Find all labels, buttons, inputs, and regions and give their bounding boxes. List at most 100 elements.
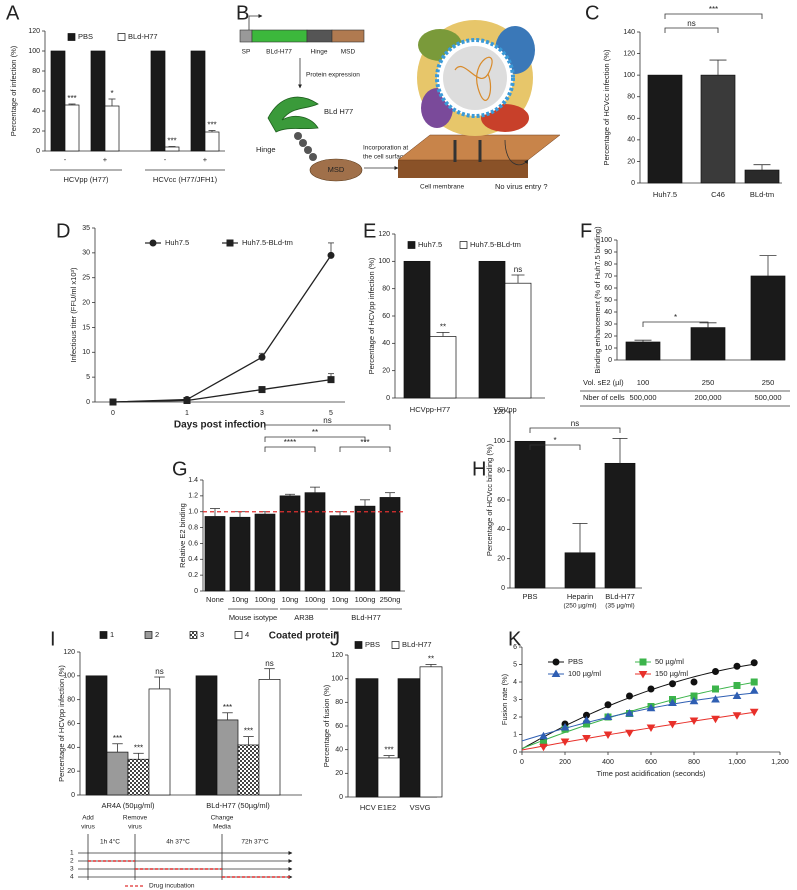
data-point (560, 738, 570, 746)
y-axis-label: Percentage of HCVpp infection (%) (367, 257, 376, 374)
bar (106, 751, 129, 796)
table-cell: 250 (702, 378, 715, 387)
step-label: Protein expression (306, 72, 360, 79)
legend-label: Huh7.5-BLd-tm (242, 238, 293, 247)
y-tick-label: 100 (378, 258, 390, 265)
y-tick-label: 40 (627, 137, 635, 144)
y-tick-label: 60 (497, 497, 505, 504)
table-row-label: Vol. sE2 (µl) (583, 378, 624, 387)
protocol-step: virus (81, 824, 95, 831)
promoter-arrow (248, 14, 263, 30)
step-label: the cell surface (363, 154, 407, 161)
significance-label: *** (207, 121, 216, 130)
y-tick-label: 20 (627, 158, 635, 165)
panel-letter: G (172, 458, 188, 480)
construct-label: SP (242, 49, 251, 56)
y-tick-label: 0 (513, 749, 517, 756)
y-tick-label: 30 (604, 321, 612, 328)
y-tick-label: 0 (631, 180, 635, 187)
x-tick-label: 1,200 (771, 759, 789, 766)
legend-label: PBS (365, 640, 380, 649)
bar (690, 327, 726, 361)
data-point (690, 678, 698, 686)
x-tick-label: 3 (260, 410, 264, 417)
y-tick-label: 100 (28, 48, 40, 55)
bar (744, 169, 780, 184)
significance-label: ns (265, 659, 273, 668)
legend-swatch (407, 241, 416, 249)
y-tick-label: 20 (382, 368, 390, 375)
y-tick-label: 5 (513, 661, 517, 668)
protocol-duration: 1h 4°C (100, 838, 120, 846)
legend-label: 50 µg/ml (655, 657, 684, 666)
protocol-row-label: 4 (70, 874, 74, 881)
y-tick-label: 15 (82, 324, 90, 331)
x-tick-label: - (164, 155, 167, 164)
y-tick-label: 20 (82, 299, 90, 306)
y-tick-label: 70 (604, 273, 612, 280)
comparison-label: ns (687, 19, 695, 28)
y-tick-label: 2 (513, 714, 517, 721)
legend-marker (226, 239, 234, 247)
y-axis-label: Percentage of infection (%) (9, 45, 18, 136)
protocol-row-label: 3 (70, 866, 74, 873)
msd-domain (331, 29, 365, 43)
panel-letter: I (50, 628, 56, 650)
y-tick-label: 10 (604, 345, 612, 352)
comparison-bracket (529, 444, 581, 450)
bar (700, 74, 736, 184)
legend-swatch (67, 33, 76, 41)
y-tick-label: 1.4 (188, 477, 198, 484)
y-tick-label: 20 (335, 770, 343, 777)
construct-label: MSD (341, 49, 356, 56)
table-cell: 100 (637, 378, 650, 387)
x-tick-label: None (206, 595, 224, 604)
x-tick-label: 1 (185, 410, 189, 417)
legend-label: 100 µg/ml (568, 669, 601, 678)
y-tick-label: 60 (604, 285, 612, 292)
y-axis-label: Percentage of HCVcc binding (%) (485, 443, 494, 556)
data-point (668, 721, 677, 729)
x-axis-label: Days post infection (174, 420, 266, 431)
significance-label: *** (67, 94, 76, 103)
data-point (712, 685, 719, 693)
panel-letter: C (585, 2, 599, 24)
x-tick-label: 10ng (282, 595, 299, 604)
bar (625, 341, 661, 361)
y-tick-label: 0.2 (188, 572, 198, 579)
bar (258, 679, 281, 796)
y-tick-label: 3 (513, 696, 517, 703)
x-tick-label: 1,000 (728, 759, 746, 766)
group-label: HCVcc (H77/JFH1) (153, 175, 218, 184)
bar (229, 516, 251, 592)
bar (237, 744, 260, 796)
y-tick-label: 35 (82, 225, 90, 232)
panel-letter: F (580, 220, 592, 242)
x-sub-label: (250 µg/ml) (563, 603, 596, 610)
bar (127, 758, 150, 796)
data-point (626, 692, 633, 700)
y-tick-label: 0 (36, 148, 40, 155)
data-point (582, 716, 591, 724)
virus (417, 20, 535, 136)
panel-letter: B (236, 2, 249, 24)
bar (429, 336, 457, 399)
bar (279, 495, 301, 592)
data-point (258, 386, 266, 394)
x-tick-label: 10ng (232, 595, 249, 604)
bar (85, 675, 108, 796)
series-line (112, 254, 332, 403)
comparison-bracket (339, 446, 391, 452)
protocol-step: virus (128, 824, 142, 831)
y-tick-label: 40 (497, 526, 505, 533)
data-point (750, 659, 758, 667)
legend-label: BLd-H77 (402, 640, 432, 649)
y-tick-label: 0 (608, 357, 612, 364)
legend-marker (149, 239, 157, 247)
legend-label: BLd-H77 (128, 32, 158, 41)
y-tick-label: 0 (501, 585, 505, 592)
hinge-domain (306, 29, 333, 43)
significance-label: *** (384, 746, 393, 755)
bar (514, 440, 546, 589)
